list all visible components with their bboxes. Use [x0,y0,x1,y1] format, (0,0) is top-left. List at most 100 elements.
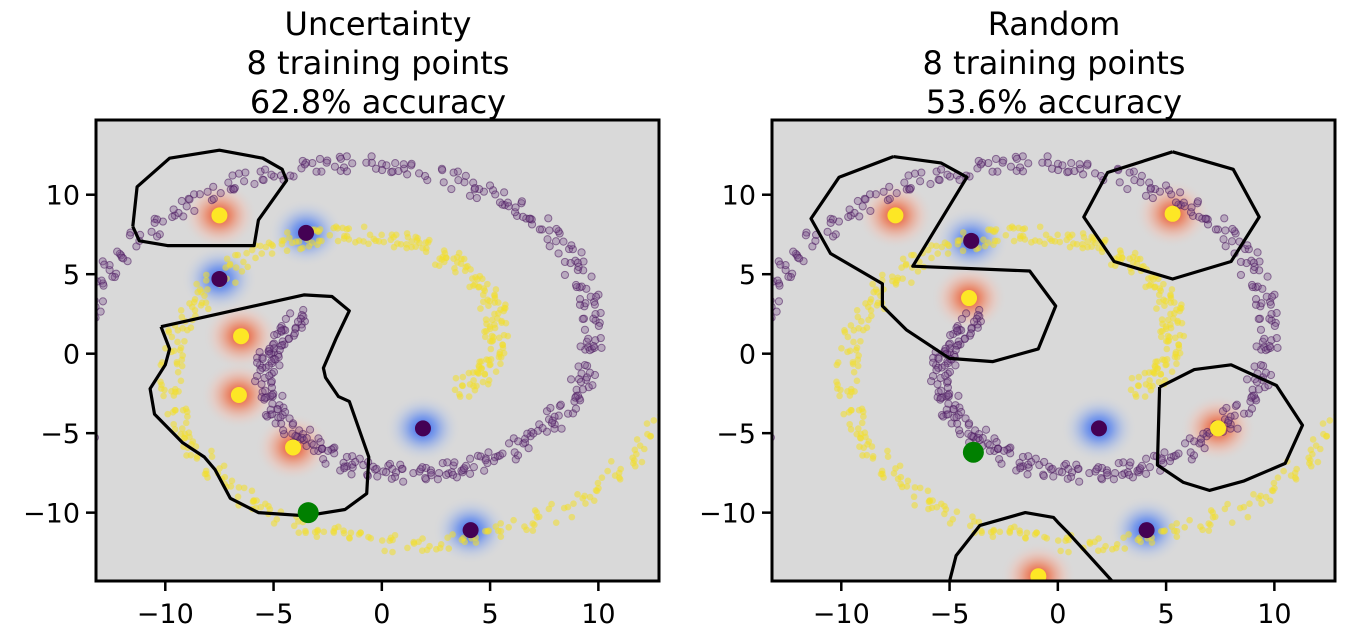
class0-sample-point [257,380,266,389]
class0-sample-point [98,297,108,306]
class0-sample-point [472,193,481,203]
class0-sample-point [190,206,199,216]
class0-sample-point [371,164,381,173]
class0-sample-point [1231,401,1240,411]
class1-sample-point [345,236,353,243]
class0-sample-point [308,158,317,168]
class1-sample-point [1162,323,1170,330]
class1-sample-point [991,228,999,235]
class0-sample-point [510,448,519,457]
class0-sample-point [1141,469,1151,478]
class0-sample-point [517,197,527,206]
class0-sample-point [885,194,894,203]
class1-sample-point [187,451,195,459]
class0-sample-point [571,280,581,290]
class1-sample-point [1057,547,1064,555]
class1-sample-point [431,261,439,268]
class1-sample-point [481,287,489,295]
class0-sample-point [578,385,587,394]
class1-sample-point [833,385,841,392]
class1-sample-point [980,236,987,243]
class1-sample-point [497,360,504,368]
class1-sample-point [164,410,172,418]
class1-sample-point [866,298,874,306]
class0-sample-point [372,464,381,473]
class1-sample-point [1023,529,1031,537]
class0-sample-point [1266,300,1275,309]
training-point-class1 [887,207,904,224]
training-points [887,205,1227,581]
class1-sample-point [451,264,458,272]
class1-sample-point [643,420,651,427]
class1-sample-point [248,246,256,254]
class1-sample-point [665,394,672,401]
class0-sample-point [589,314,598,323]
class0-sample-point [1211,225,1220,234]
class0-sample-point [286,309,295,318]
class1-sample-point [574,491,581,498]
class1-sample-point [985,226,992,234]
class0-sample-point [465,469,475,478]
class1-sample-point [1121,545,1129,552]
class0-sample-point [535,225,544,234]
class0-sample-point [775,281,784,290]
class0-sample-point [387,474,396,483]
class0-sample-point [943,377,952,386]
class1-sample-point [865,316,872,324]
class1-sample-point [592,487,600,494]
class0-sample-point [113,247,122,256]
class1-sample-point [1101,236,1109,244]
class1-sample-point [904,477,912,485]
class1-sample-point [1135,373,1143,381]
class1-sample-point [305,242,313,250]
class1-sample-point [1131,249,1139,257]
class0-sample-point [829,232,838,241]
class0-sample-point [879,187,888,196]
class1-sample-point [673,269,680,276]
class0-sample-point [182,202,191,211]
class1-sample-point [178,356,186,364]
class1-sample-point [445,545,453,552]
class1-sample-point [1168,368,1176,376]
class0-sample-point [575,300,585,309]
class1-sample-point [174,338,181,346]
class1-sample-point [191,307,199,314]
class1-sample-point [486,323,494,330]
y-tick-label: 0 [63,340,80,371]
class0-sample-point [757,424,764,431]
class1-sample-point [389,548,396,556]
class1-sample-point [1168,286,1176,293]
class0-sample-point [1102,468,1111,477]
class1-sample-point [330,527,337,535]
class0-sample-point [460,178,469,187]
class0-sample-point [79,435,86,442]
class1-glow [1000,542,1077,581]
class1-sample-point [880,474,887,481]
class0-sample-point [1070,166,1079,176]
class1-sample-point [852,346,860,354]
class0-sample-point [265,344,274,353]
class1-sample-point [499,341,506,348]
class0-sample-point [1012,166,1021,175]
class1-sample-point [1006,527,1013,535]
class0-sample-point [449,168,458,177]
class0-sample-point [962,309,971,318]
class1-sample-point [679,333,686,340]
class0-sample-point [189,190,199,199]
class1-sample-point [925,505,932,513]
class1-sample-point [884,453,892,460]
class1-sample-point [423,546,431,554]
class1-sample-point [1250,491,1257,498]
class0-sample-point [447,184,456,194]
class0-sample-point [966,329,975,338]
class0-sample-point [755,435,762,442]
class1-sample-point [850,338,857,346]
class1-sample-point [981,242,989,250]
class1-sample-point [190,298,198,306]
class0-sample-point [543,235,552,244]
x-tick-label: 0 [1049,599,1066,630]
class0-sample-point [577,248,586,257]
class0-sample-point [991,154,1001,164]
class0-sample-point [759,316,766,323]
class0-sample-point [1109,475,1118,484]
